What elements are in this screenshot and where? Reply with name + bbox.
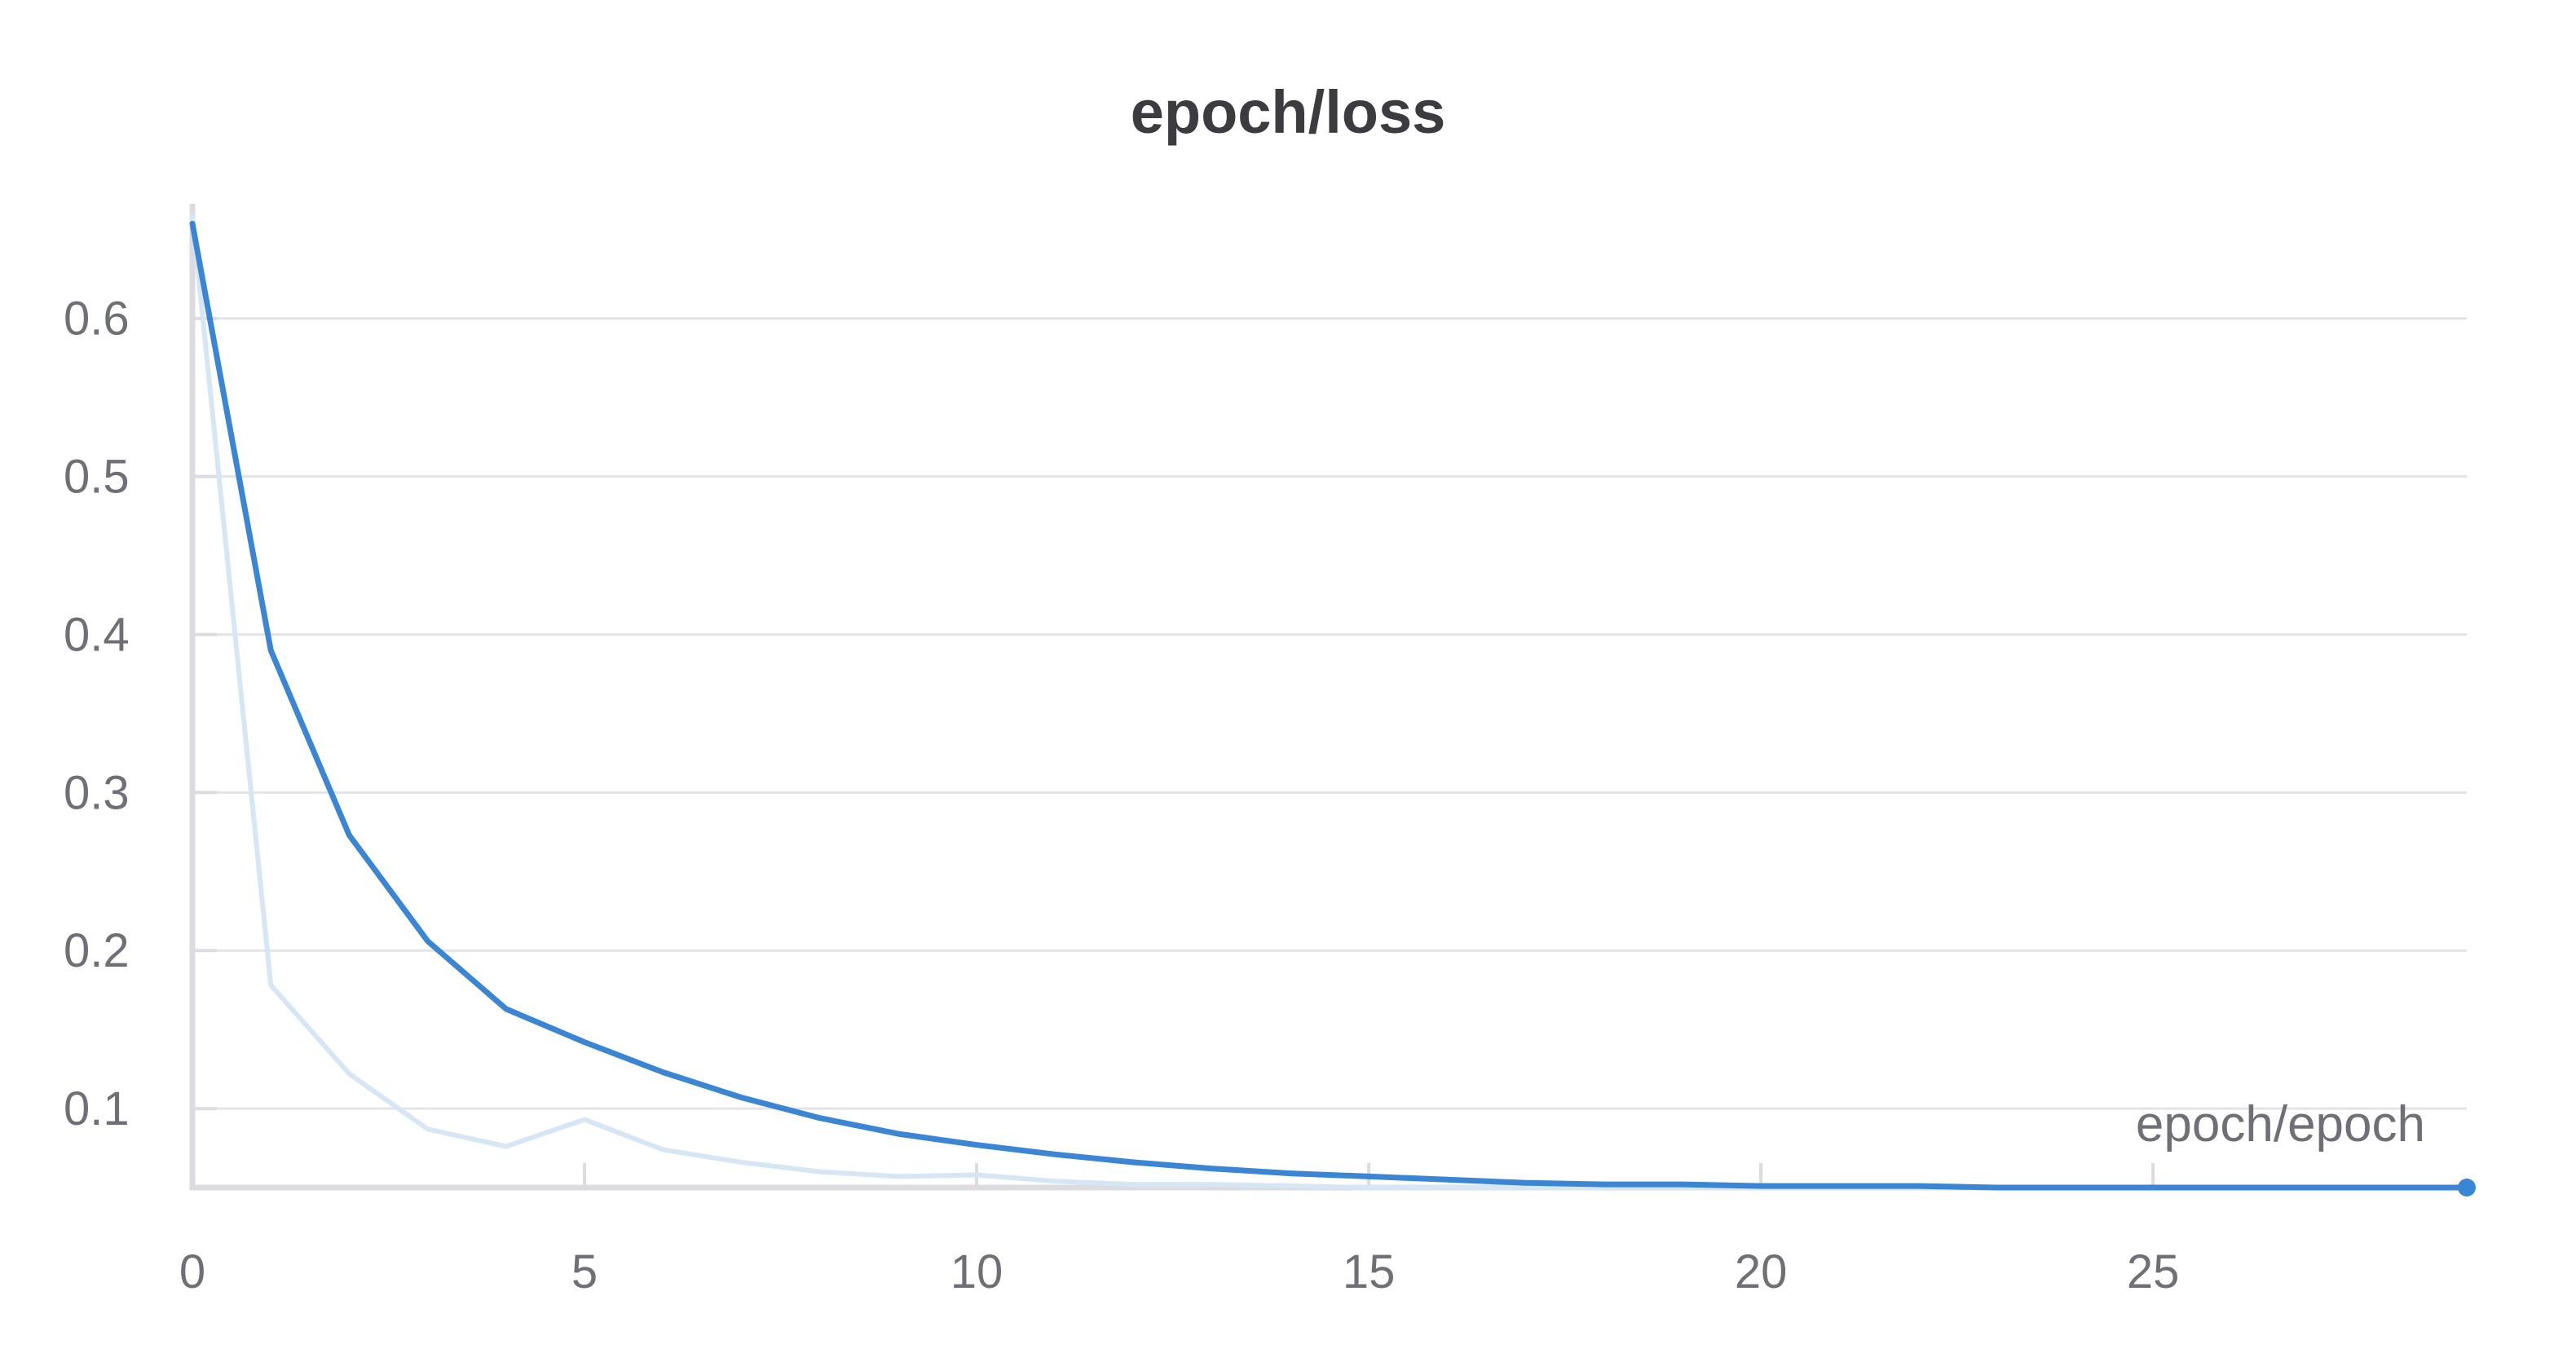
- x-tick-label: 25: [2127, 1245, 2180, 1298]
- y-tick-label: 0.5: [64, 451, 130, 504]
- x-tick-label: 20: [1735, 1245, 1788, 1298]
- series-line-smoothed: [189, 220, 2470, 1191]
- x-axis-label: epoch/epoch: [2136, 1096, 2425, 1152]
- x-tick-label: 0: [179, 1245, 205, 1298]
- y-tick-label: 0.1: [64, 1082, 130, 1135]
- y-tick-label: 0.6: [64, 293, 130, 346]
- series-line-raw: [190, 213, 2469, 1190]
- x-tick-label: 10: [951, 1245, 1003, 1298]
- x-tick-label: 15: [1343, 1245, 1396, 1298]
- y-tick-label: 0.4: [64, 608, 130, 661]
- chart-title: epoch/loss: [1130, 78, 1446, 146]
- series-end-point: [2458, 1179, 2476, 1197]
- y-tick-label: 0.2: [64, 924, 130, 977]
- y-tick-label: 0.3: [64, 766, 130, 819]
- x-tick-label: 5: [571, 1245, 598, 1298]
